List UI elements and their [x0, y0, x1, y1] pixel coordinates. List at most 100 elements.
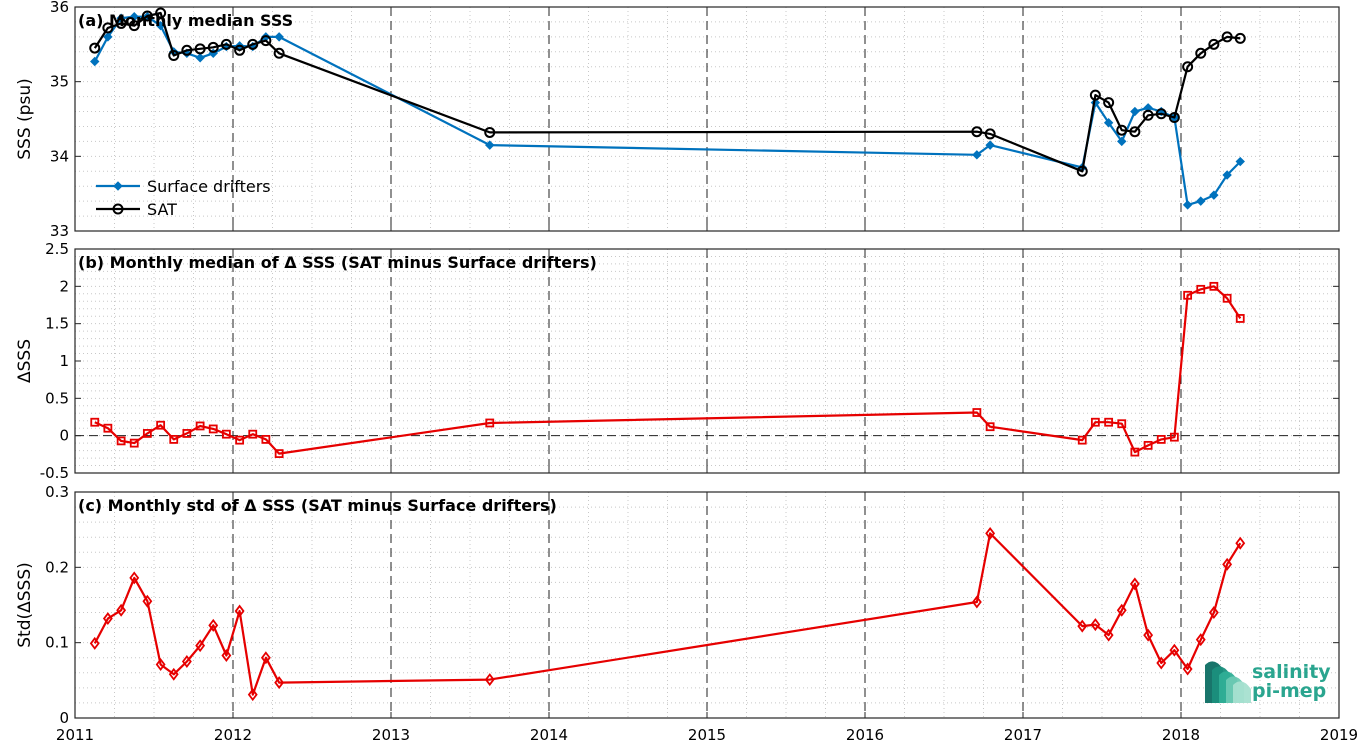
data-point	[1209, 281, 1219, 291]
data-point	[235, 435, 245, 445]
data-point	[1156, 656, 1167, 670]
data-point	[1156, 434, 1166, 444]
data-point	[1077, 435, 1087, 445]
data-point	[985, 140, 995, 150]
x-tick-label: 2012	[214, 726, 252, 744]
data-point	[1234, 32, 1246, 44]
data-point	[221, 648, 232, 662]
data-point	[1169, 643, 1180, 657]
data-point	[194, 43, 206, 55]
data-point	[103, 32, 113, 42]
data-point	[1076, 165, 1088, 177]
logo-text: pi-mep	[1252, 680, 1326, 702]
data-point	[129, 571, 140, 585]
x-tick-label: 2016	[846, 726, 884, 744]
data-point	[260, 651, 271, 665]
y-tick-label: 0.3	[45, 483, 69, 501]
data-point	[1116, 124, 1128, 136]
series-line	[93, 532, 1242, 696]
data-point	[1195, 47, 1207, 59]
y-tick-label: 0.5	[45, 389, 69, 407]
data-point	[103, 423, 113, 433]
legend: Surface drifters SAT	[96, 177, 271, 219]
legend-label: SAT	[147, 200, 177, 219]
data-point	[1222, 557, 1233, 571]
data-point	[142, 594, 153, 608]
series-sat	[89, 7, 1246, 177]
data-point	[113, 181, 123, 191]
y-tick-label: 0.1	[45, 634, 69, 652]
data-point	[1130, 447, 1140, 457]
data-point	[261, 434, 271, 444]
data-point	[90, 56, 100, 67]
data-point	[220, 38, 232, 50]
x-tick-label: 2013	[372, 726, 410, 744]
data-point	[484, 126, 496, 138]
data-point	[1196, 196, 1206, 206]
data-point	[207, 41, 219, 53]
y-axis-label: ΔSSS	[15, 339, 35, 383]
y-tick-label: -0.5	[40, 464, 69, 482]
data-point	[142, 429, 152, 438]
data-point	[234, 604, 245, 618]
data-point	[1143, 628, 1154, 642]
y-tick-label: 36	[50, 0, 69, 16]
data-point	[182, 429, 192, 438]
series-line-0	[90, 281, 1245, 458]
data-point	[985, 422, 995, 432]
data-point	[1235, 536, 1246, 550]
data-point	[112, 203, 124, 215]
y-tick-label: 34	[50, 147, 69, 165]
data-point	[1104, 417, 1114, 427]
data-point	[1090, 97, 1101, 108]
data-point	[1169, 432, 1179, 442]
series-line-0	[89, 526, 1246, 702]
x-tick-label: 2015	[688, 726, 726, 744]
data-point	[1077, 619, 1088, 633]
data-point	[1155, 108, 1167, 120]
y-tick-label: 0.2	[45, 558, 69, 576]
y-tick-label: 2	[59, 277, 69, 295]
data-point	[273, 47, 285, 59]
y-tick-label: 1.5	[45, 315, 69, 333]
x-tick-label: 2018	[1162, 726, 1200, 744]
data-point	[484, 673, 495, 687]
data-point	[1208, 38, 1220, 50]
data-point	[1168, 112, 1180, 124]
data-point	[128, 20, 140, 32]
panel-title: (c) Monthly std of Δ SSS (SAT minus Surf…	[78, 496, 557, 515]
logo-text: salinity	[1252, 661, 1331, 683]
y-tick-label: 2.5	[45, 240, 69, 258]
data-point	[102, 22, 114, 34]
data-point	[195, 639, 206, 653]
y-axis-label: Std(ΔSSS)	[15, 562, 35, 648]
data-point	[168, 667, 179, 681]
data-point	[234, 44, 246, 56]
data-point	[1129, 577, 1140, 591]
data-point	[248, 429, 258, 439]
logo-shape	[1233, 681, 1251, 703]
data-point	[1143, 103, 1153, 113]
data-point	[195, 53, 205, 63]
data-point	[1196, 284, 1206, 294]
data-point	[90, 417, 100, 427]
data-point	[181, 655, 192, 668]
data-point	[156, 420, 166, 430]
data-point	[485, 418, 495, 428]
series-line	[93, 11, 1241, 173]
data-point	[972, 408, 982, 417]
data-point	[985, 526, 996, 540]
data-point	[1182, 200, 1193, 210]
data-point	[1117, 136, 1127, 147]
y-axis-label: SSS (psu)	[15, 78, 35, 159]
data-point	[1090, 618, 1101, 632]
data-point	[1089, 89, 1101, 101]
panel-title: (a) Monthly median SSS	[78, 11, 293, 30]
data-point	[971, 595, 982, 609]
data-point	[1143, 440, 1153, 450]
data-point	[181, 44, 193, 56]
y-tick-label: 0	[59, 709, 69, 727]
data-point	[1117, 419, 1127, 429]
